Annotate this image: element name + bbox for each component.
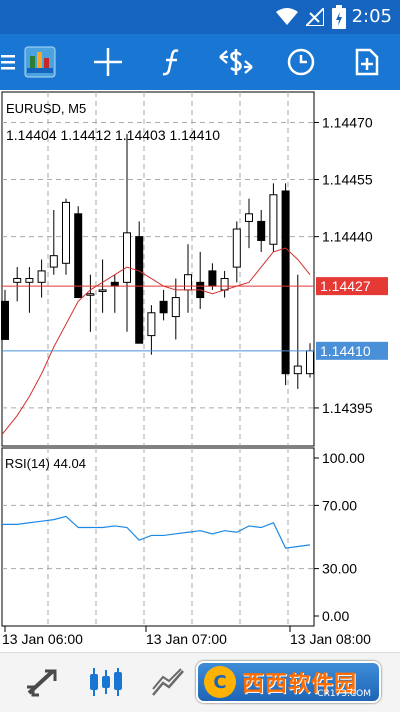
bar-chart-button[interactable]	[20, 660, 64, 704]
candle	[306, 343, 314, 378]
watermark-url: CR173.COM	[317, 689, 371, 699]
candle	[159, 289, 168, 321]
candle	[269, 183, 278, 252]
candle	[13, 267, 22, 302]
new-order-button[interactable]	[347, 42, 387, 82]
candle	[123, 133, 131, 332]
crosshair-button[interactable]	[88, 42, 128, 82]
candle	[25, 267, 34, 313]
chart-area[interactable]: 1.14470 1.14455 1.14440 1.14395 100.00 70.00 3…	[0, 90, 400, 652]
period-button[interactable]	[281, 42, 321, 82]
watermark-logo-mark: C	[204, 666, 236, 698]
candle	[245, 198, 253, 249]
signal-icon	[306, 8, 324, 26]
crosshair-icon	[94, 48, 122, 76]
candle	[171, 278, 180, 340]
watermark-text: 西西软件园	[242, 672, 358, 697]
candlestick-icon	[90, 668, 122, 696]
clock-icon	[287, 48, 315, 76]
candle	[110, 274, 119, 313]
status-bar: 2:05	[0, 0, 400, 34]
metatrader-logo-icon	[24, 46, 56, 78]
menu-icon	[1, 55, 15, 70]
candle	[281, 183, 290, 386]
candle	[196, 251, 205, 309]
time-tick-label: 13 Jan 06:00	[2, 631, 83, 647]
candlestick-button[interactable]	[84, 660, 128, 704]
candle	[49, 210, 58, 275]
candle	[184, 244, 192, 313]
menu-button[interactable]	[0, 42, 16, 82]
candle	[220, 270, 229, 298]
trade-button[interactable]	[216, 42, 256, 82]
price-tag-last: 1.14410	[320, 343, 371, 359]
add-document-icon	[355, 48, 379, 76]
candle	[86, 274, 95, 332]
time-tick-label: 13 Jan 07:00	[146, 631, 227, 647]
wifi-icon	[276, 8, 298, 25]
dollar-exchange-icon	[219, 49, 253, 75]
axis-labels: 1.14470 1.14455 1.14440 1.14395 100.00 70.00 3…	[2, 114, 388, 647]
time-tick-label: 13 Jan 08:00	[290, 631, 371, 647]
symbol-label: EURUSD, M5	[6, 101, 86, 116]
price-tick-label: 1.14440	[322, 229, 373, 245]
bars-icon	[27, 669, 57, 697]
rsi-label: RSI(14) 44.04	[5, 456, 86, 471]
candles	[1, 133, 314, 389]
candle	[74, 206, 83, 299]
status-time: 2:05	[351, 6, 392, 27]
candle	[135, 221, 144, 344]
candle	[232, 221, 241, 283]
price-tag-box	[316, 277, 388, 296]
app-logo-button[interactable]	[20, 42, 60, 82]
line-chart-button[interactable]	[146, 660, 190, 704]
function-icon	[162, 49, 179, 76]
candle	[257, 210, 266, 252]
indicators-button[interactable]	[152, 42, 192, 82]
price-tag-bid: 1.14427	[320, 278, 371, 294]
top-toolbar	[0, 34, 400, 90]
rsi-tick-label: 30.00	[322, 561, 357, 577]
candle	[37, 259, 46, 298]
battery-icon	[332, 5, 346, 29]
chart-grid	[1, 91, 319, 632]
price-tag-box	[316, 341, 388, 360]
watermark-logo: C 西西软件园 CR173.COM	[196, 661, 381, 703]
moving-average-line	[1, 247, 311, 435]
candle	[62, 198, 70, 275]
price-tick-label: 1.14455	[322, 172, 373, 188]
price-tick-label: 1.14395	[322, 400, 373, 416]
line-chart-icon	[152, 668, 184, 696]
rsi-tick-label: 100.00	[322, 450, 365, 466]
candle	[1, 289, 9, 340]
price-tick-label: 1.14470	[322, 114, 373, 130]
ohlc-readout: 1.14404 1.14412 1.14403 1.14410	[6, 127, 220, 143]
rsi-tick-label: 70.00	[322, 497, 357, 513]
candle	[147, 305, 156, 355]
rsi-tick-label: 0.00	[322, 608, 349, 624]
candle	[293, 274, 302, 389]
rsi-line	[2, 515, 311, 549]
